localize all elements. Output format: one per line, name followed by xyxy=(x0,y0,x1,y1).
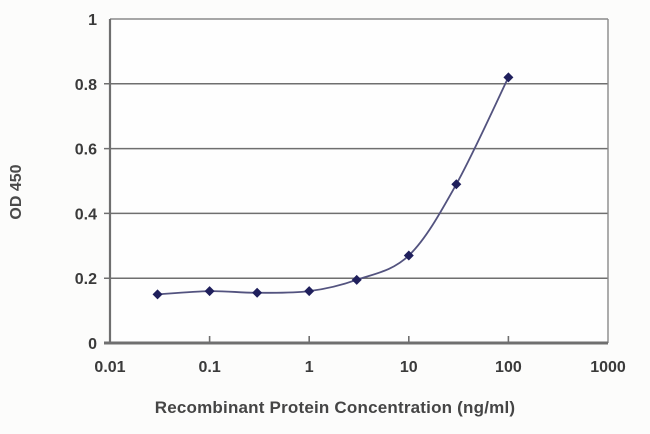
x-tick-label: 1000 xyxy=(590,359,626,376)
x-tick-label: 10 xyxy=(400,359,418,376)
y-tick-label: 0.8 xyxy=(75,77,97,94)
x-tick-label: 0.1 xyxy=(198,359,220,376)
plot-area xyxy=(110,19,608,343)
x-tick-label: 100 xyxy=(495,359,522,376)
x-tick-label: 0.01 xyxy=(94,359,125,376)
data-point-marker xyxy=(252,287,263,298)
x-tick-label: 1 xyxy=(305,359,314,376)
y-tick-label: 0.6 xyxy=(75,142,97,159)
data-point-marker xyxy=(451,179,462,190)
y-axis-title: OD 450 xyxy=(8,164,25,220)
y-tick-label: 0.2 xyxy=(75,271,97,288)
data-point-marker xyxy=(351,274,362,285)
data-point-marker xyxy=(403,250,414,261)
y-tick-label: 0.4 xyxy=(75,206,97,223)
data-point-marker xyxy=(304,286,315,297)
data-point-marker xyxy=(204,286,215,297)
y-tick-label: 0 xyxy=(88,336,97,353)
data-point-marker xyxy=(152,289,163,300)
y-tick-label: 1 xyxy=(88,12,97,29)
x-axis-title: Recombinant Protein Concentration (ng/ml… xyxy=(154,398,516,417)
data-point-marker xyxy=(503,72,514,83)
